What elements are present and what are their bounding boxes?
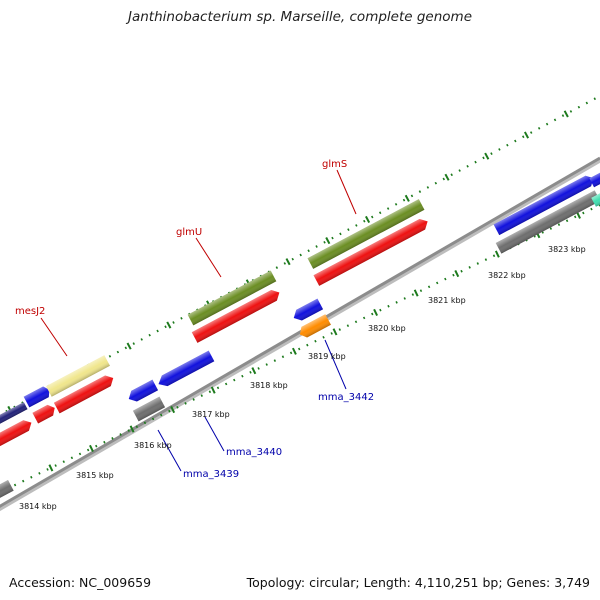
major-tick [444, 173, 450, 181]
gene-label-mesJ2: mesJ2 [15, 306, 45, 317]
scale-label-3814: 3814 kbp [19, 502, 57, 511]
feature-blue [158, 350, 215, 387]
feature-red [191, 289, 280, 343]
gene-label-glmS: glmS [322, 159, 347, 170]
major-tick [563, 110, 569, 118]
major-tick [484, 152, 490, 160]
feature-orange [299, 314, 331, 338]
major-tick [285, 258, 291, 266]
major-tick [404, 194, 410, 202]
major-tick [325, 237, 331, 245]
scale-label-3821: 3821 kbp [428, 296, 466, 305]
major-tick [523, 131, 530, 139]
leader-glmU [195, 237, 222, 278]
gene-glmS [307, 199, 425, 269]
major-tick [413, 289, 419, 297]
gene-label-mma_3440: mma_3440 [226, 447, 282, 458]
feature-gray-large [495, 190, 600, 254]
gene-glmU [187, 270, 277, 326]
leader-mesJ2 [40, 317, 68, 357]
scale-label-3818: 3818 kbp [250, 381, 288, 390]
scale-label-3823: 3823 kbp [548, 245, 586, 254]
major-tick [292, 347, 297, 355]
major-tick [251, 367, 257, 375]
feature-navy [0, 402, 28, 428]
scale-label-3820: 3820 kbp [368, 324, 406, 333]
scale-label-3822: 3822 kbp [488, 271, 526, 280]
feature-red [0, 420, 32, 449]
major-tick [332, 328, 338, 336]
inner-major-ticks [7, 211, 581, 491]
scale-label-3815: 3815 kbp [76, 471, 114, 480]
scale-label-3819: 3819 kbp [308, 352, 346, 361]
feature-blue-large [493, 175, 594, 236]
feature-blue [23, 386, 50, 408]
feature-gray [0, 480, 14, 500]
major-tick [576, 211, 581, 219]
major-tick [89, 444, 94, 453]
feature-teal [591, 192, 600, 207]
gene-label-mma_3442: mma_3442 [318, 392, 374, 403]
map-title: Janthinobacterium sp. Marseille, complet… [127, 9, 473, 25]
feature-blue [293, 298, 324, 321]
backbone-shadow [0, 157, 600, 512]
scale-label-3817: 3817 kbp [192, 410, 230, 419]
major-tick [170, 405, 176, 414]
major-tick [210, 386, 216, 394]
gene-label-mma_3439: mma_3439 [183, 469, 239, 480]
feature-red [32, 404, 55, 424]
scale-label-3816: 3816 kbp [134, 441, 172, 450]
gene-mesJ2 [46, 355, 110, 397]
feature-blue-edge [589, 171, 600, 188]
leader-mma_3442 [324, 339, 347, 390]
major-tick [454, 269, 460, 278]
feature-gray [132, 396, 166, 422]
major-tick [48, 464, 54, 472]
label-leaders [40, 169, 357, 472]
major-tick [166, 321, 172, 329]
major-tick [365, 215, 371, 224]
gene-label-glmU: glmU [176, 227, 202, 238]
feature-blue [128, 379, 159, 402]
major-tick [373, 308, 379, 317]
gene-features [0, 171, 600, 500]
leader-mma_3440 [204, 416, 225, 452]
backbone [0, 156, 600, 508]
feature-red [313, 218, 428, 286]
feature-red [53, 375, 114, 414]
major-tick [129, 425, 135, 433]
major-tick [126, 342, 132, 350]
accession-text: Accession: NC_009659 [9, 575, 152, 590]
genome-summary-text: Topology: circular; Length: 4,110,251 bp… [246, 575, 590, 590]
outer-major-ticks [7, 110, 569, 414]
leader-mma_3439 [157, 429, 182, 472]
leader-glmS [336, 169, 357, 215]
major-tick [494, 250, 500, 258]
